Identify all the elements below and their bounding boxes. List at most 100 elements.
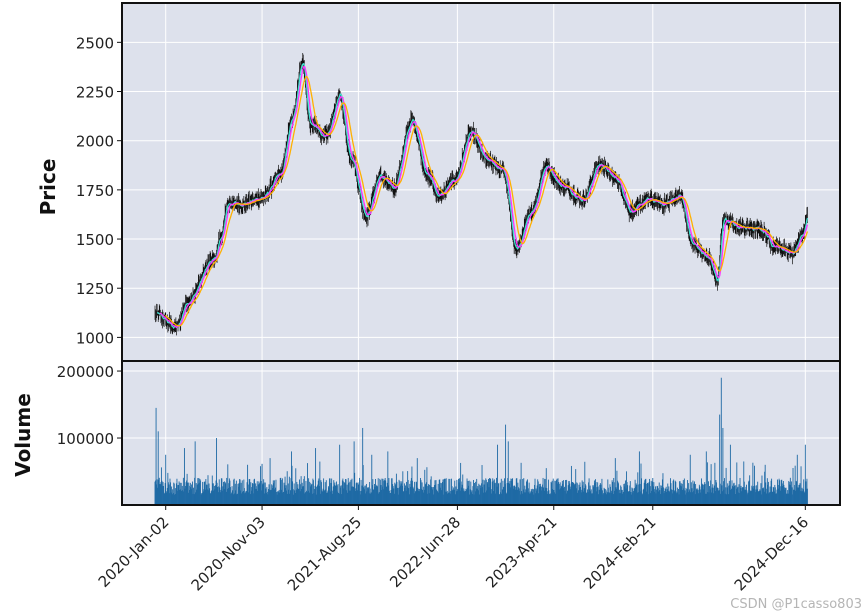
volume-bar: [182, 490, 184, 505]
volume-bar: [197, 483, 199, 505]
x-tick-label: 2020-Nov-03: [188, 513, 269, 594]
volume-bar: [527, 492, 529, 505]
volume-bar: [515, 489, 517, 505]
volume-bar: [186, 473, 188, 505]
volume-bar: [476, 478, 478, 505]
volume-bar: [752, 488, 754, 505]
volume-bar: [433, 485, 435, 505]
volume-bar: [714, 462, 716, 505]
volume-bar: [299, 479, 300, 505]
volume-bar: [719, 483, 721, 505]
volume-bar: [428, 493, 430, 505]
volume-bar: [225, 483, 227, 505]
volume-bar: [182, 477, 184, 505]
volume-bar: [346, 484, 348, 505]
volume-bar: [524, 485, 526, 505]
volume-bar: [276, 491, 277, 505]
volume-bar: [451, 478, 452, 505]
volume-bar: [368, 487, 370, 505]
volume-bar: [770, 480, 772, 505]
moving-average-line: [164, 75, 809, 327]
volume-bar: [800, 466, 802, 505]
volume-bar: [210, 493, 212, 505]
volume-bar: [179, 489, 181, 505]
volume-bar: [267, 494, 269, 505]
volume-bar: [506, 483, 508, 505]
volume-bar: [535, 488, 537, 505]
volume-bar: [649, 478, 651, 505]
volume-bar: [596, 487, 598, 505]
volume-bar: [801, 491, 803, 505]
volume-bar: [422, 492, 424, 505]
volume-bar: [609, 484, 611, 505]
volume-bar: [696, 488, 698, 505]
volume-bar: [748, 480, 750, 505]
volume-bar: [623, 484, 625, 505]
volume-bar: [234, 483, 236, 505]
volume-bar: [291, 451, 292, 505]
volume-bar: [608, 493, 610, 505]
volume-bar: [659, 490, 661, 505]
volume-bar: [178, 484, 180, 505]
volume-bar: [429, 485, 431, 505]
volume-bar: [196, 489, 198, 505]
price-panel: 1000 1250 1500 1750 2000 2250 2500: [76, 2, 841, 362]
volume-bar: [399, 487, 401, 505]
volume-bar: [804, 492, 806, 505]
volume-bar: [760, 483, 762, 505]
volume-bar: [408, 494, 410, 505]
volume-bar: [618, 483, 619, 505]
volume-bar: [387, 485, 389, 505]
volume-bar: [673, 491, 675, 505]
volume-bar: [574, 483, 576, 505]
volume-bar: [192, 481, 193, 505]
volume-bar: [271, 484, 273, 505]
volume-bar: [454, 494, 456, 505]
volume-bar: [780, 480, 782, 505]
volume-bar: [377, 486, 379, 505]
volume-bar: [774, 484, 776, 505]
volume-bar: [372, 479, 374, 505]
volume-bar: [296, 481, 298, 505]
volume-bar: [398, 494, 399, 505]
volume-bar: [726, 487, 728, 505]
x-axis: 2020-Jan-02 2020-Nov-03 2021-Aug-25 2022-Ju…: [95, 505, 812, 595]
volume-bar: [348, 490, 350, 505]
volume-bar: [195, 483, 197, 505]
price-axis-label: Price: [36, 159, 60, 216]
volume-bar: [723, 489, 725, 505]
volume-bar: [324, 491, 326, 505]
volume-bar: [269, 489, 270, 505]
volume-bar: [549, 494, 551, 505]
volume-bar: [423, 489, 425, 505]
volume-bar: [385, 480, 387, 505]
volume-bar: [457, 488, 459, 505]
volume-bar: [743, 461, 745, 505]
volume-bar: [304, 493, 306, 505]
volume-bar: [767, 484, 769, 505]
volume-bar: [272, 480, 274, 505]
volume-bar: [326, 492, 328, 505]
volume-bar: [598, 489, 600, 505]
volume-bar: [591, 493, 593, 505]
volume-bar: [613, 477, 615, 505]
volume-bar: [788, 481, 790, 505]
volume-bar: [281, 489, 283, 505]
volume-bar: [172, 489, 174, 505]
volume-bar: [498, 494, 500, 505]
volume-bar: [217, 492, 219, 505]
volume-bar: [594, 483, 596, 505]
volume-bar: [624, 486, 626, 505]
volume-bar: [350, 486, 352, 505]
volume-bar: [232, 490, 234, 505]
volume-bar: [262, 484, 264, 505]
volume-bar: [730, 489, 732, 505]
volume-bar: [446, 492, 448, 505]
volume-bar: [531, 488, 533, 505]
volume-bar: [575, 469, 577, 505]
volume-bar: [256, 488, 258, 505]
volume-bar: [640, 491, 641, 505]
volume-bar: [758, 490, 760, 505]
volume-bar: [406, 481, 408, 505]
volume-bar: [354, 472, 356, 505]
